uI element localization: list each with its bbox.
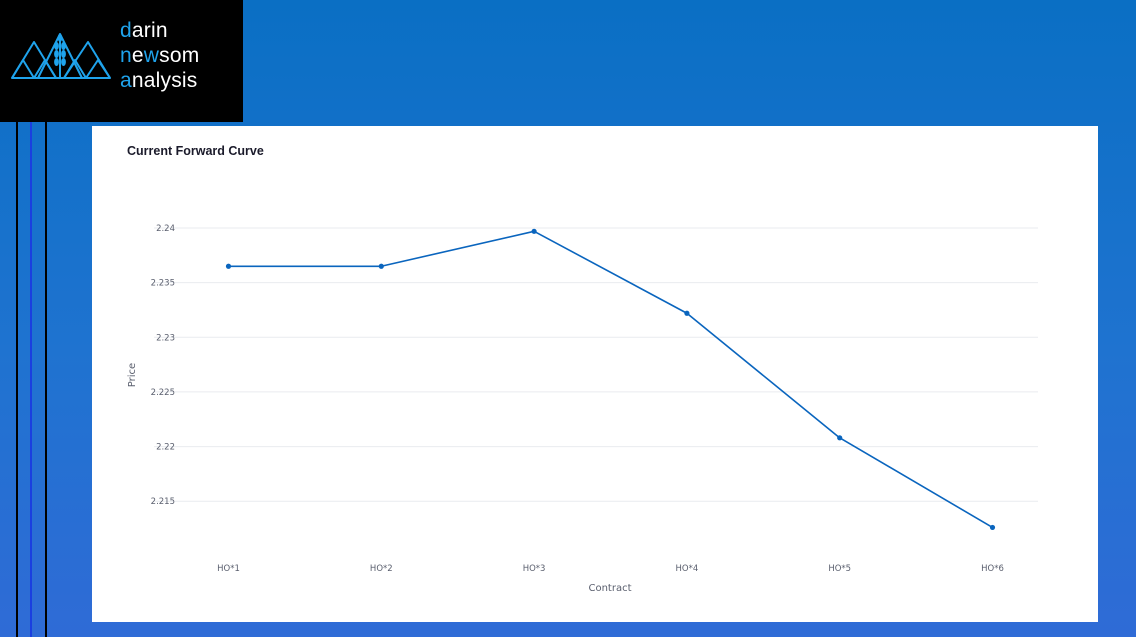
decorative-line-1 xyxy=(16,122,18,637)
y-tick-label: 2.225 xyxy=(151,388,175,398)
y-axis-label: Price xyxy=(127,363,138,387)
decorative-line-3 xyxy=(45,122,47,637)
x-tick-label: HO*6 xyxy=(981,564,1004,574)
chart-title: Current Forward Curve xyxy=(127,144,264,158)
data-point[interactable] xyxy=(837,435,843,441)
x-axis-label: Contract xyxy=(588,583,631,594)
logo-line-1: darin xyxy=(120,19,168,42)
y-tick-label: 2.215 xyxy=(151,497,175,507)
decorative-line-2 xyxy=(30,122,32,637)
x-axis-ticks: HO*1 HO*2 HO*3 HO*4 HO*5 HO*6 xyxy=(217,564,1004,574)
data-point[interactable] xyxy=(684,310,690,316)
chart-panel: Current Forward Curve 2.215 2.22 2.225 2.23… xyxy=(92,126,1098,622)
x-tick-label: HO*2 xyxy=(370,564,393,574)
y-tick-label: 2.235 xyxy=(151,279,175,289)
forward-curve-chart: 2.215 2.22 2.225 2.23 2.235 2.24 HO*1 HO*2 HO*3… xyxy=(127,224,1038,594)
logo-line-2: newsom xyxy=(120,44,200,67)
data-point[interactable] xyxy=(531,228,537,234)
mountain-wheat-logo-icon xyxy=(11,33,111,79)
x-tick-label: HO*5 xyxy=(828,564,851,574)
y-tick-label: 2.24 xyxy=(156,224,175,234)
series-line xyxy=(228,230,993,529)
grid-lines xyxy=(154,227,1038,502)
logo-line-3: analysis xyxy=(120,69,198,92)
logo-wordmark: darin newsom analysis xyxy=(120,18,199,93)
x-tick-label: HO*3 xyxy=(523,564,546,574)
data-point[interactable] xyxy=(378,263,384,269)
x-tick-label: HO*4 xyxy=(676,564,699,574)
y-tick-label: 2.22 xyxy=(156,443,175,453)
y-tick-label: 2.23 xyxy=(156,333,175,343)
logo-box: darin newsom analysis xyxy=(0,0,243,122)
data-point[interactable] xyxy=(989,524,996,531)
data-point[interactable] xyxy=(225,263,232,269)
x-tick-label: HO*1 xyxy=(217,564,240,574)
series-group xyxy=(225,228,996,531)
y-axis-ticks: 2.215 2.22 2.225 2.23 2.235 2.24 xyxy=(151,224,175,507)
